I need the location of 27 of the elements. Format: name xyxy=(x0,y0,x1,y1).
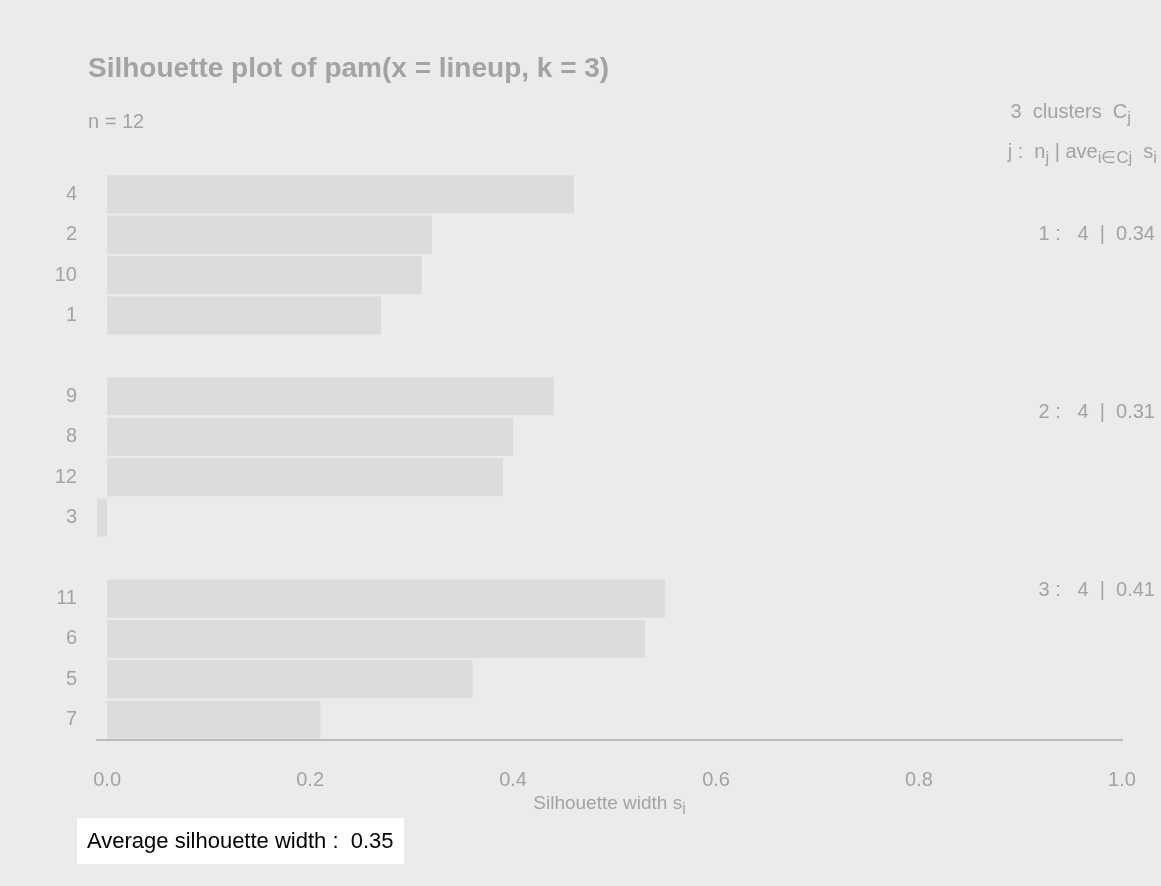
y-tick-label: 1 xyxy=(65,303,77,326)
x-tick-label: 0.2 xyxy=(296,767,325,790)
y-tick-label: 10 xyxy=(54,262,77,285)
x-tick-label: 1.0 xyxy=(1108,767,1136,790)
y-tick-label: 11 xyxy=(56,586,77,609)
chart-subtitle: n = 12 xyxy=(88,110,145,133)
y-tick-label: 2 xyxy=(65,222,77,245)
text: 3 clusters C$_{j}$ xyxy=(1010,100,1131,128)
annotation: 3 : 4 | 0.41 xyxy=(1038,578,1155,601)
bar xyxy=(107,700,321,739)
x-tick-label: 0.8 xyxy=(905,767,933,790)
y-tick-label: 3 xyxy=(65,505,77,528)
y-tick-label: 9 xyxy=(65,383,77,406)
y-tick-label: 12 xyxy=(54,464,77,487)
x-tick-label: 0.4 xyxy=(499,767,527,790)
y-tick-label: 4 xyxy=(65,181,77,204)
x-tick-label: 0.0 xyxy=(93,767,122,790)
y-tick-label: 6 xyxy=(65,626,77,649)
text: Average silhouette width : 0.35 xyxy=(77,818,404,864)
chart-title: Silhouette plot of pam(x = lineup, k = 3) xyxy=(88,52,610,84)
annotation: 2 : 4 | 0.31 xyxy=(1038,400,1155,423)
x-tick-label: 0.6 xyxy=(702,767,730,790)
y-tick-label: 5 xyxy=(65,666,77,689)
annotation: 1 : 4 | 0.34 xyxy=(1038,222,1155,245)
y-tick-label: 7 xyxy=(65,707,77,730)
y-tick-label: 8 xyxy=(65,424,77,447)
text: j : n$_{j}$ | ave$_{i∈Cj}$ s$_{i}$ xyxy=(1007,140,1157,168)
